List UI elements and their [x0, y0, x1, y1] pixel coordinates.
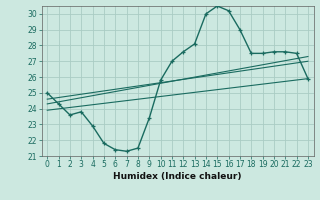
X-axis label: Humidex (Indice chaleur): Humidex (Indice chaleur) — [113, 172, 242, 181]
